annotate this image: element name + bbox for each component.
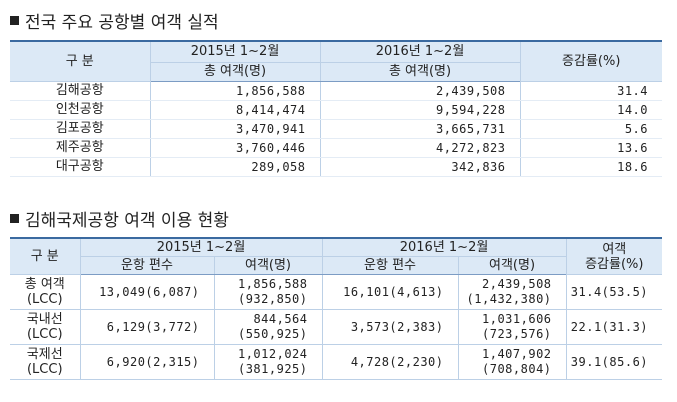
growth-rate: 14.0: [519, 100, 662, 120]
section2-title: 김해국제공항 여객 이용 현황: [10, 206, 229, 231]
passengers-2016: 9,594,228: [319, 100, 521, 120]
airport-name: 인천공항: [10, 100, 151, 120]
header-2016: 2016년 1~2월: [321, 237, 567, 257]
flights-2015: 6,920(2,315): [79, 344, 215, 380]
header-flights-2015: 운항 편수: [80, 256, 215, 275]
passengers-2015: 3,470,941: [149, 119, 321, 139]
growth-rate: 39.1(85.6): [565, 344, 663, 380]
growth-rate: 5.6: [519, 119, 662, 139]
table-row: 국제선 (LCC) 6,920(2,315) 1,012,024 (381,92…: [10, 344, 663, 380]
table-row: 김포공항 3,470,941 3,665,731 5.6: [10, 119, 662, 139]
header-total-2016: 총 여객(명): [319, 62, 520, 82]
header-growth: 여객 증감률(%): [565, 237, 663, 275]
table-row: 대구공항 289,058 342,836 18.6: [10, 157, 662, 177]
square-bullet-icon: [10, 214, 19, 223]
passengers-2015: 1,012,024 (381,925): [213, 344, 323, 380]
airport-name: 김포공항: [10, 119, 151, 139]
passengers-2016: 1,031,606 (723,576): [457, 309, 567, 345]
table-row: 인천공항 8,414,474 9,594,228 14.0: [10, 100, 662, 120]
growth-rate: 31.4(53.5): [565, 274, 663, 310]
passengers-2016: 3,665,731: [319, 119, 521, 139]
flights-2015: 13,049(6,087): [79, 274, 215, 310]
header-passengers-2016: 여객(명): [457, 256, 567, 275]
header-category: 구 분: [10, 41, 151, 82]
passengers-2016: 1,407,902 (708,804): [457, 344, 567, 380]
airport-name: 김해공항: [10, 81, 151, 101]
flights-2015: 6,129(3,772): [79, 309, 215, 345]
row-label: 국내선 (LCC): [10, 309, 81, 345]
row-label: 총 여객 (LCC): [10, 274, 81, 310]
header-total-2015: 총 여객(명): [150, 62, 321, 82]
passengers-2016: 2,439,508 (1,432,380): [457, 274, 567, 310]
square-bullet-icon: [10, 16, 19, 25]
row-label: 국제선 (LCC): [10, 344, 81, 380]
table-row: 김해공항 1,856,588 2,439,508 31.4: [10, 81, 662, 101]
passengers-2015: 8,414,474: [149, 100, 321, 120]
table-row: 제주공항 3,760,446 4,272,823 13.6: [10, 138, 662, 158]
header-category: 구 분: [10, 237, 81, 275]
flights-2016: 4,728(2,230): [321, 344, 459, 380]
growth-rate: 31.4: [519, 81, 662, 101]
header-growth: 증감률(%): [519, 41, 662, 82]
passengers-2016: 2,439,508: [319, 81, 521, 101]
header-2015: 2015년 1~2월: [79, 237, 323, 257]
header-2016: 2016년 1~2월: [319, 41, 521, 63]
header-flights-2016: 운항 편수: [321, 256, 459, 275]
section1-title: 전국 주요 공항별 여객 실적: [10, 8, 219, 33]
table-row: 총 여객 (LCC) 13,049(6,087) 1,856,588 (932,…: [10, 274, 663, 310]
passengers-2015: 1,856,588 (932,850): [213, 274, 323, 310]
growth-rate: 22.1(31.3): [565, 309, 663, 345]
passengers-2016: 4,272,823: [319, 138, 521, 158]
growth-rate: 18.6: [519, 157, 662, 177]
flights-2016: 16,101(4,613): [321, 274, 459, 310]
airport-passenger-table: 구 분 2015년 1~2월 2016년 1~2월 증감률(%) 총 여객(명)…: [10, 40, 662, 177]
airport-name: 제주공항: [10, 138, 151, 158]
growth-rate: 13.6: [519, 138, 662, 158]
passengers-2016: 342,836: [319, 157, 521, 177]
gimhae-airport-table: 구 분 2015년 1~2월 2016년 1~2월 여객 증감률(%) 운항 편…: [10, 237, 663, 380]
flights-2016: 3,573(2,383): [321, 309, 459, 345]
table-row: 국내선 (LCC) 6,129(3,772) 844,564 (550,925)…: [10, 309, 663, 345]
header-2015: 2015년 1~2월: [149, 41, 321, 63]
airport-name: 대구공항: [10, 157, 151, 177]
passengers-2015: 1,856,588: [149, 81, 321, 101]
passengers-2015: 3,760,446: [149, 138, 321, 158]
passengers-2015: 289,058: [149, 157, 321, 177]
passengers-2015: 844,564 (550,925): [213, 309, 323, 345]
header-passengers-2015: 여객(명): [213, 256, 323, 275]
